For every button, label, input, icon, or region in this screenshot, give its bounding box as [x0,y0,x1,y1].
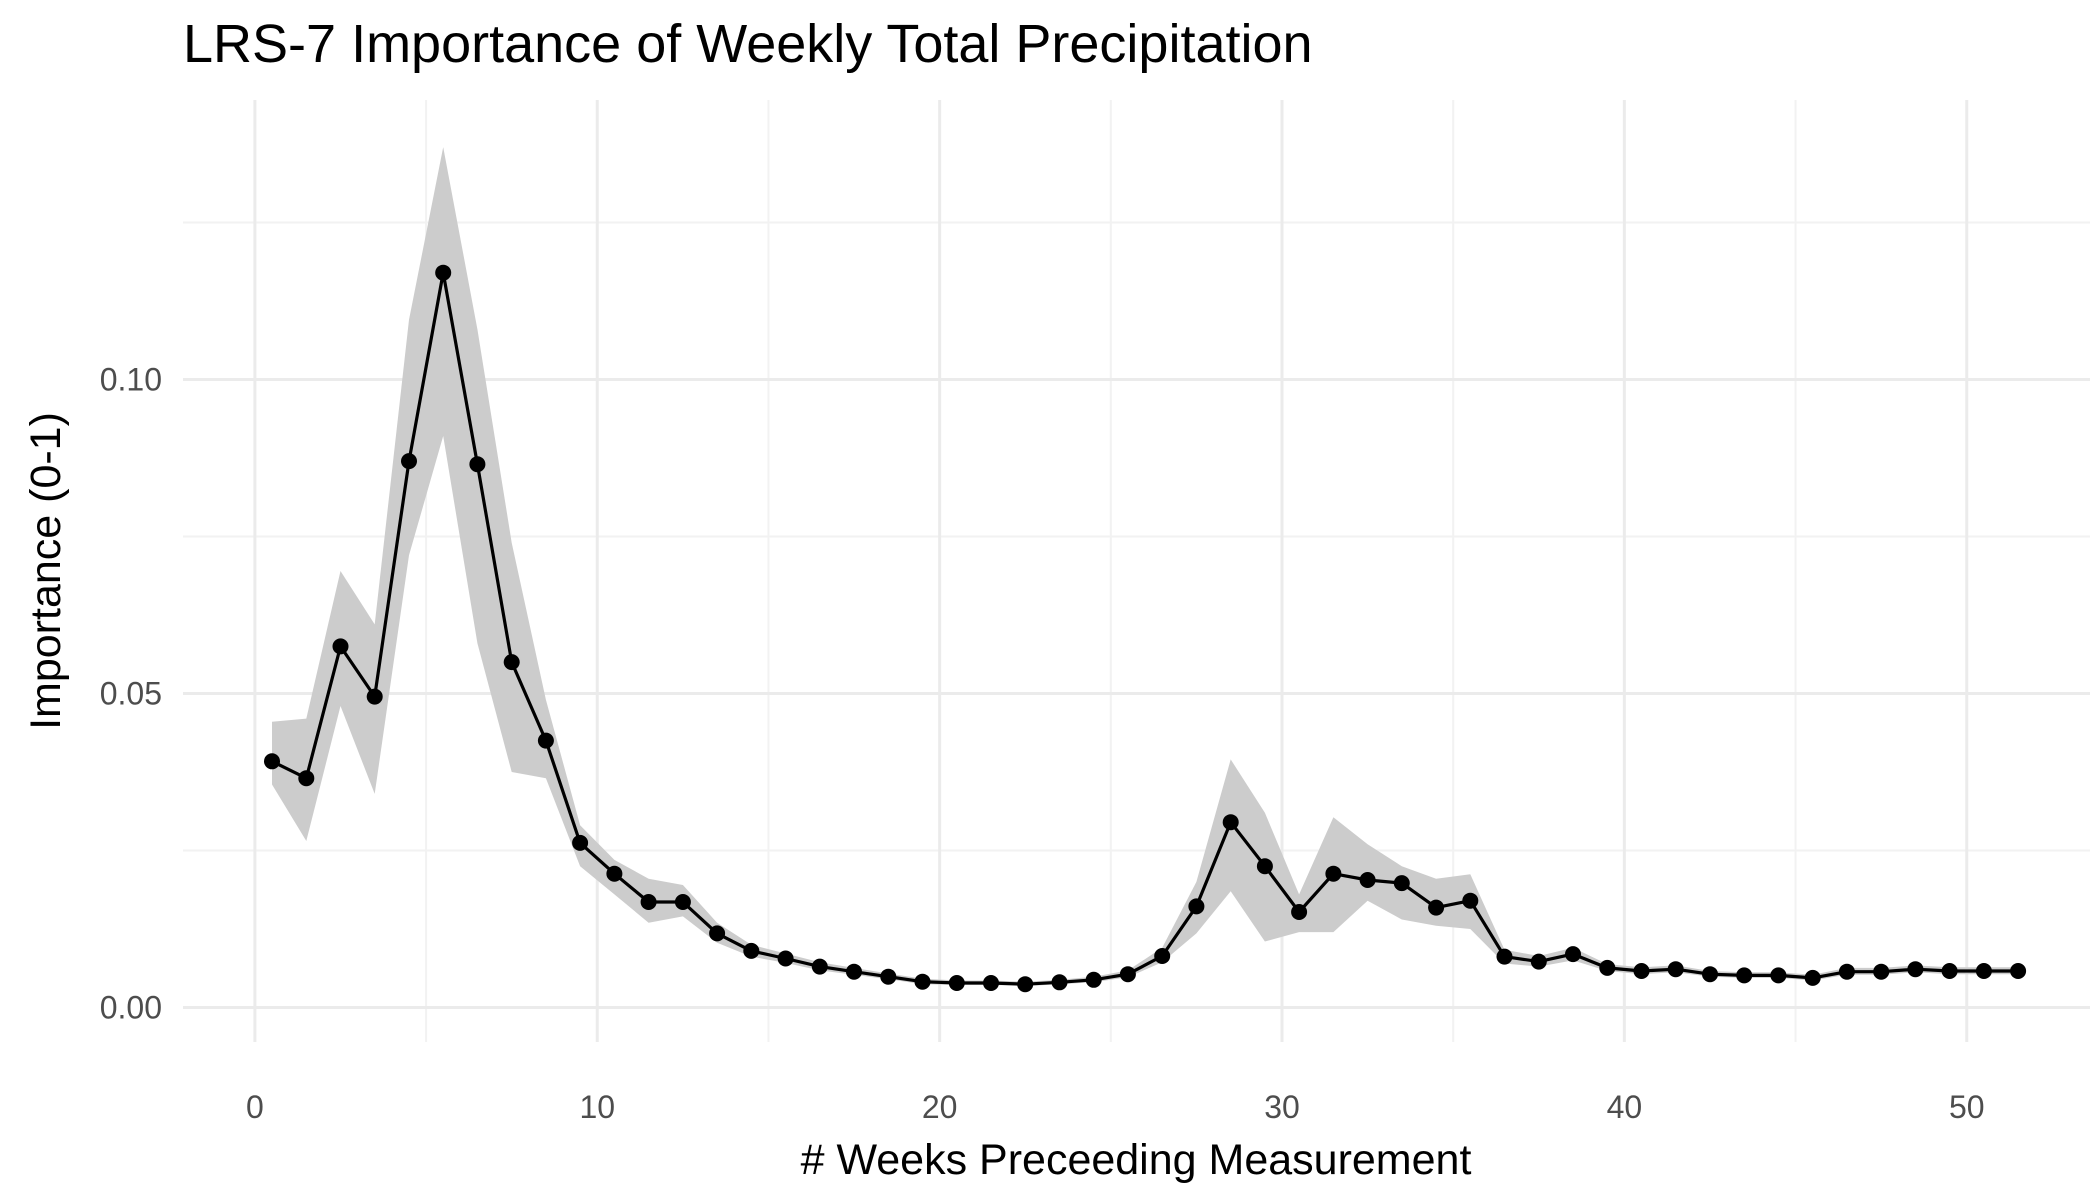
confidence-ribbon [272,147,2019,987]
x-tick-label: 50 [1949,1089,1985,1125]
data-point [572,834,589,851]
data-layer [264,147,2027,993]
x-tick-label: 20 [922,1089,958,1125]
data-point [1017,976,1034,993]
data-point [1462,892,1479,909]
data-point [983,975,999,991]
data-point [1393,875,1410,892]
data-point [1667,961,1684,978]
data-point [914,973,931,990]
data-point [811,958,828,975]
y-tick-label: 0.10 [100,361,162,397]
data-point [777,950,794,967]
data-point [1359,872,1376,888]
x-tick-label: 30 [1264,1089,1300,1125]
data-point [1154,948,1171,964]
y-tick-label: 0.00 [100,989,162,1025]
data-point [1325,865,1342,882]
chart-title: LRS-7 Importance of Weekly Total Precipi… [183,14,1313,74]
data-point [1873,963,1890,980]
x-tick-label: 40 [1607,1089,1643,1125]
series-line [271,271,2019,986]
y-tick-label: 0.05 [100,675,162,711]
data-point [1804,969,1821,986]
data-point [709,925,726,942]
data-point [332,638,349,655]
data-point [1941,963,1958,979]
data-point [469,456,486,473]
data-point [846,963,862,980]
data-point [674,894,691,910]
data-point [1599,959,1616,976]
data-point [1633,963,1650,979]
data-point [1291,904,1308,920]
data-point [1565,946,1581,963]
data-point [1188,898,1205,915]
data-point [948,975,965,991]
data-point [1530,953,1547,970]
data-point [606,865,623,882]
data-point [1838,963,1855,980]
x-tick-label: 10 [579,1089,615,1125]
data-point [743,942,760,959]
data-point [435,264,452,281]
data-point [366,688,383,705]
data-point [1975,963,1992,979]
tick-labels: 0 10 20 30 40 50 0.00 0.05 0.10 [100,361,1985,1125]
data-point [1907,961,1924,978]
data-point [1770,967,1787,984]
data-point [1428,899,1445,916]
data-point [1085,971,1102,988]
data-point [298,770,315,787]
data-point [1119,966,1136,983]
data-point [537,732,554,749]
x-axis-title: # Weeks Preceeding Measurement [801,1136,1472,1184]
data-point [1051,974,1068,991]
data-point [1222,814,1239,831]
data-point [1496,948,1513,965]
x-tick-label: 0 [246,1089,264,1125]
data-point [2010,963,2027,979]
data-point [1702,966,1718,983]
data-point [1736,967,1753,984]
data-point [264,753,280,770]
data-point [880,968,897,985]
data-point [503,654,520,671]
data-point [1256,858,1273,875]
data-point [401,453,417,470]
y-axis-title: Importance (0-1) [22,412,70,730]
grid [183,100,2090,1042]
data-point [640,894,657,910]
